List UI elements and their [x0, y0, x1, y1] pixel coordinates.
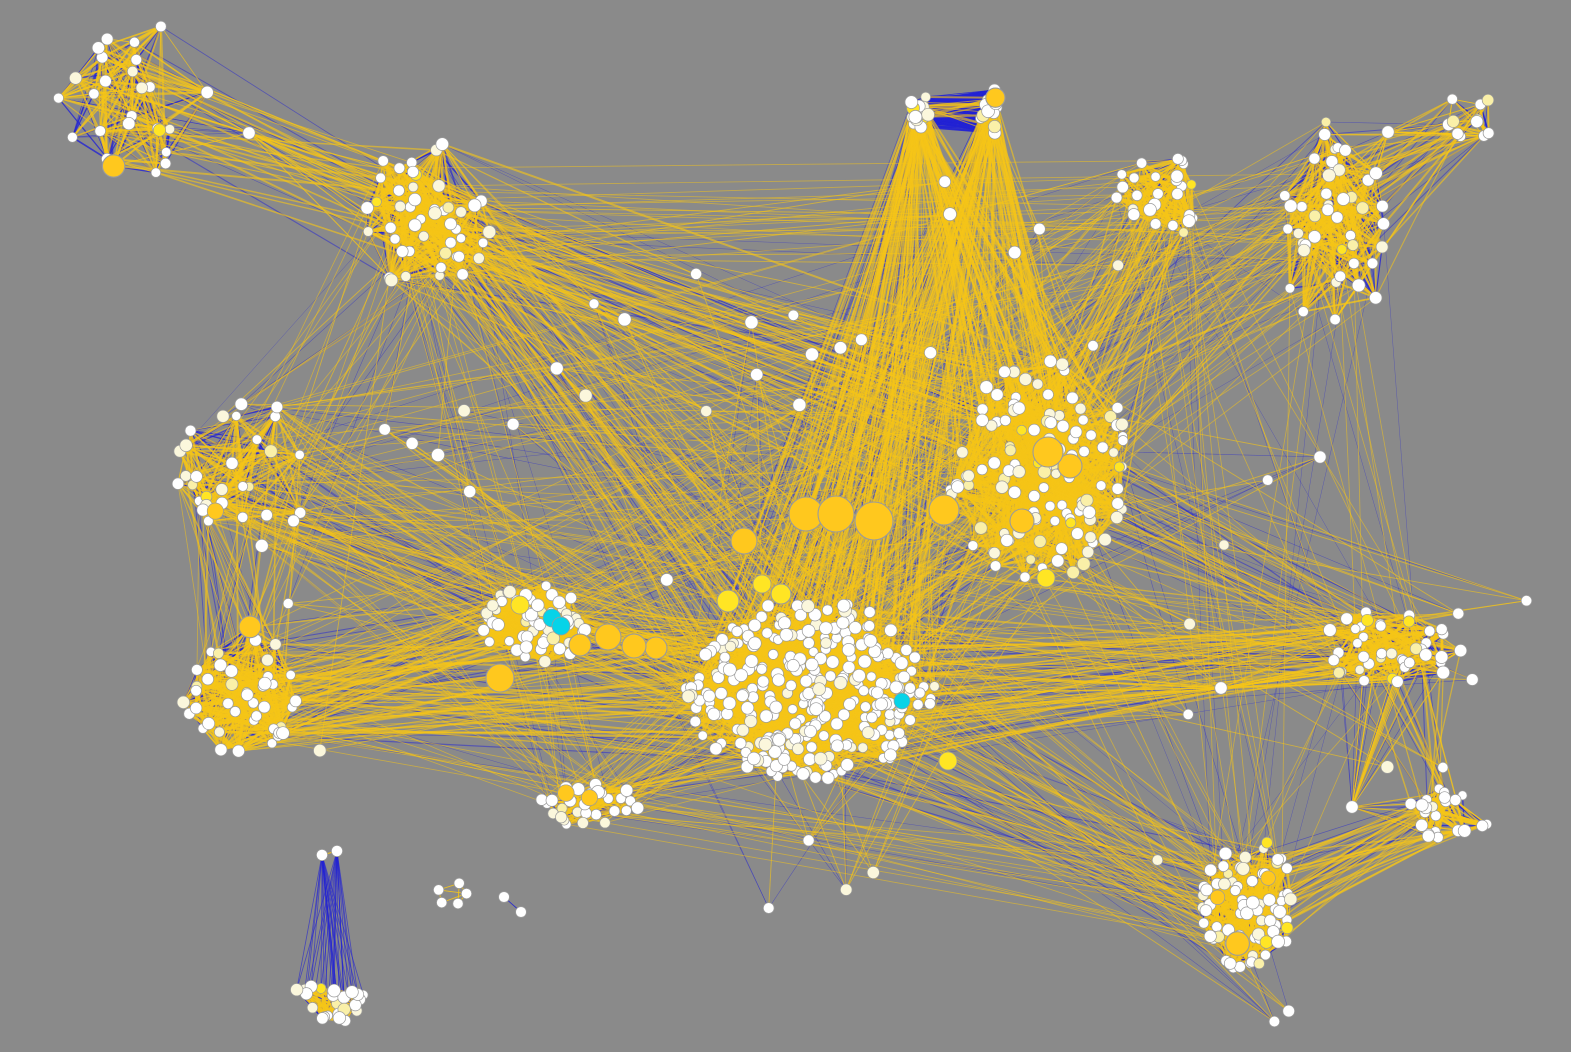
- graph-edge: [183, 682, 265, 704]
- graph-edge: [333, 850, 338, 991]
- graph-edge: [1382, 206, 1417, 649]
- graph-edge: [336, 850, 349, 994]
- graph-edge: [305, 850, 338, 994]
- graph-edge: [235, 415, 301, 514]
- graph-edge: [266, 275, 440, 516]
- graph-edge: [58, 97, 160, 131]
- graph-edge: [1254, 204, 1329, 938]
- graph-edge: [411, 161, 482, 202]
- graph-edge: [140, 87, 158, 173]
- graph-edge: [185, 414, 237, 447]
- graph-edge: [441, 143, 483, 202]
- graph-edge: [179, 204, 401, 452]
- graph-edge: [160, 26, 414, 188]
- graph-edge: [312, 850, 338, 1008]
- graph-edge: [71, 93, 95, 138]
- graph-edge: [310, 850, 338, 987]
- graph-edge: [185, 444, 233, 464]
- graph-edge: [551, 667, 1405, 801]
- graph-edge: [71, 136, 108, 160]
- graph-edge: [92, 57, 104, 95]
- graph-edge: [448, 207, 580, 624]
- graph-edge: [336, 850, 359, 995]
- graph-edge: [208, 511, 301, 523]
- graph-edge: [1245, 799, 1427, 858]
- graph-edge: [221, 450, 272, 491]
- graph-edge: [185, 415, 276, 477]
- graph-edge: [336, 850, 345, 998]
- graph-edge: [274, 415, 301, 456]
- graph-edge: [58, 25, 162, 99]
- graph-edge: [71, 59, 137, 138]
- graph-edge: [185, 406, 278, 446]
- graph-edge: [185, 475, 541, 626]
- graph-edge: [873, 656, 1364, 692]
- graph-edge: [577, 672, 1444, 813]
- graph-edge: [1397, 671, 1444, 683]
- graph-edge: [101, 57, 158, 129]
- graph-edge: [156, 91, 208, 130]
- graph-edge: [296, 850, 338, 990]
- graph-edge: [160, 26, 208, 93]
- graph-edge: [367, 231, 392, 281]
- graph-edge: [1136, 195, 1403, 660]
- graph-edge: [305, 854, 323, 994]
- graph-edge: [553, 638, 567, 789]
- graph-edge: [296, 854, 323, 990]
- graph-edge: [1083, 456, 1321, 565]
- graph-edge: [1375, 246, 1383, 298]
- graph-edge: [441, 143, 476, 206]
- graph-edge: [336, 850, 356, 1006]
- graph-edge: [320, 850, 338, 989]
- graph-edge: [1341, 671, 1353, 808]
- graph-edge: [58, 97, 132, 117]
- graph-edge: [101, 57, 108, 159]
- graph-edge: [367, 204, 401, 232]
- graph-edge: [106, 42, 136, 160]
